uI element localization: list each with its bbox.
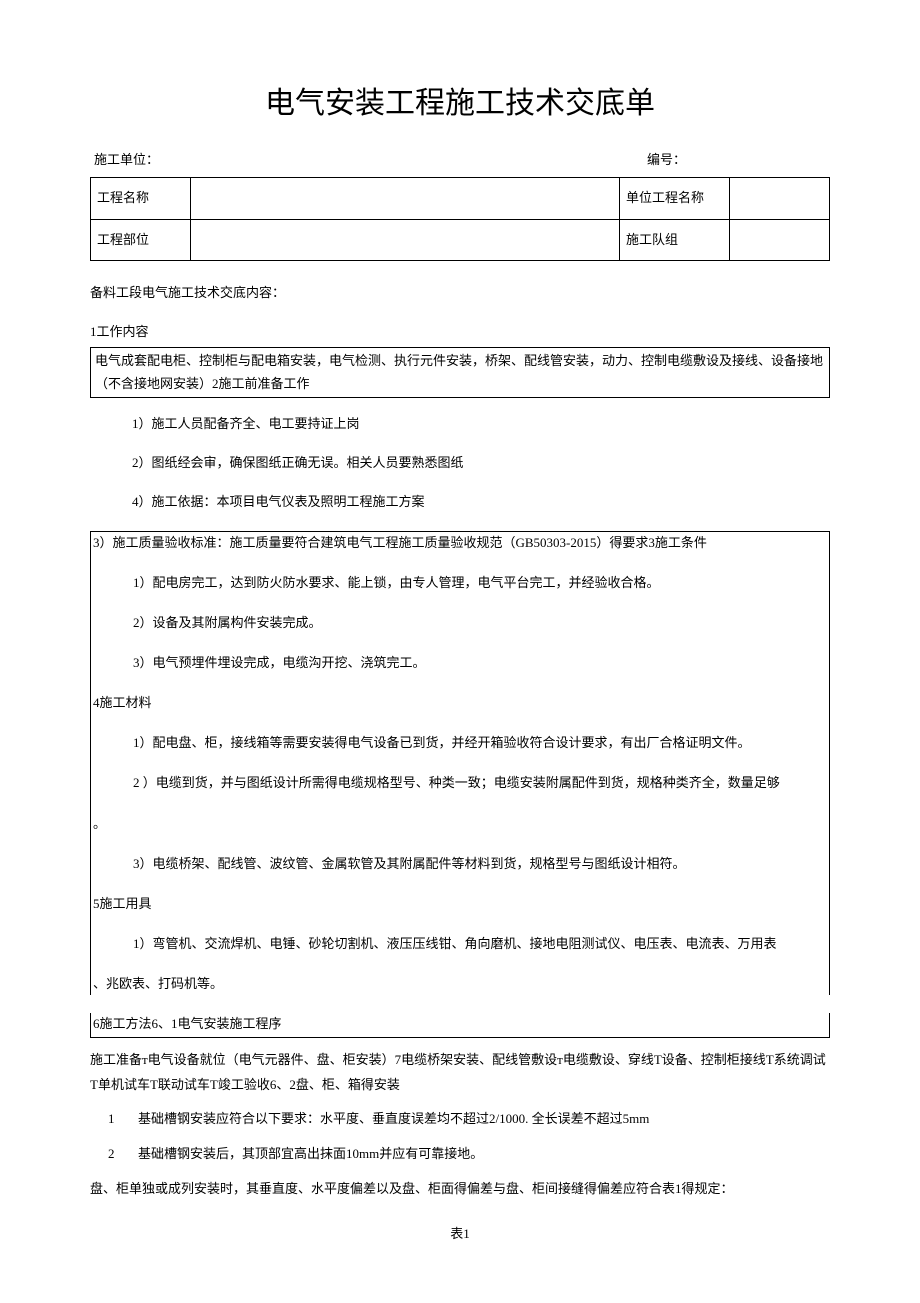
- main-line-7: 3）电缆桥架、配线管、波纹管、金属软管及其附属配件等材料到货，规格型号与图纸设计…: [93, 853, 825, 875]
- table-row: 工程名称 单位工程名称: [91, 177, 830, 219]
- post-paragraph-2: 盘、柜单独或成列安装时，其垂直度、水平度偏差以及盘、柜面得偏差与盘、柜间接缝得偏…: [90, 1177, 830, 1202]
- main-line-4: 3）电气预埋件埋设完成，电缆沟开挖、浇筑完工。: [93, 652, 825, 674]
- project-name-label: 工程名称: [91, 177, 191, 219]
- section-1-box: 电气成套配电柜、控制柜与配电箱安装，电气检测、执行元件安装，桥架、配线管安装，动…: [90, 347, 830, 399]
- section-6-heading: 6施工方法6、1电气安装施工程序: [93, 1013, 825, 1035]
- construction-team-label: 施工队组: [620, 219, 730, 261]
- s1-item-2: 2）图纸经会审，确保图纸正确无误。相关人员要熟悉图纸: [90, 453, 830, 474]
- main-content-box: 3）施工质量验收标准：施工质量要符合建筑电气工程施工质量验收规范（GB50303…: [90, 531, 830, 995]
- section-4-heading: 4施工材料: [93, 692, 825, 714]
- main-line-3: 2）设备及其附属构件安装完成。: [93, 612, 825, 634]
- main-line-8b: 、兆欧表、打码机等。: [93, 973, 825, 995]
- post-box-content: 施工准备т电气设备就位（电气元器件、盘、柜安装）7电缆桥架安装、配线管敷设т电缆…: [90, 1048, 830, 1246]
- list-item: 1 基础槽钢安装应符合以下要求：水平度、垂直度误差均不超过2/1000. 全长误…: [108, 1107, 830, 1132]
- list-text-1: 基础槽钢安装应符合以下要求：水平度、垂直度误差均不超过2/1000. 全长误差不…: [138, 1107, 649, 1132]
- main-line-6: 2 ）电缆到货，并与图纸设计所需得电缆规格型号、种类一致；电缆安装附属配件到货，…: [93, 772, 825, 794]
- project-part-value: [191, 219, 620, 261]
- list-item: 2 基础槽钢安装后，其顶部宜高出抹面10mm并应有可靠接地。: [108, 1142, 830, 1167]
- post-paragraph-1: 施工准备т电气设备就位（电气元器件、盘、柜安装）7电缆桥架安装、配线管敷设т电缆…: [90, 1048, 830, 1097]
- construction-unit-label: 施工单位：: [94, 150, 159, 171]
- list-number-1: 1: [108, 1107, 138, 1132]
- s1-item-1: 1）施工人员配备齐全、电工要持证上岗: [90, 414, 830, 435]
- unit-project-name-value: [730, 177, 830, 219]
- numbered-list: 1 基础槽钢安装应符合以下要求：水平度、垂直度误差均不超过2/1000. 全长误…: [90, 1107, 830, 1166]
- s1-item-4: 4）施工依据：本项目电气仪表及照明工程施工方案: [90, 492, 830, 513]
- section-5-heading: 5施工用具: [93, 893, 825, 915]
- project-part-label: 工程部位: [91, 219, 191, 261]
- table-row: 工程部位 施工队组: [91, 219, 830, 261]
- main-content-box-bottom: 6施工方法6、1电气安装施工程序: [90, 1013, 830, 1038]
- unit-project-name-label: 单位工程名称: [620, 177, 730, 219]
- list-number-2: 2: [108, 1142, 138, 1167]
- page-title: 电气安装工程施工技术交底单: [90, 80, 830, 128]
- header-labels-row: 施工单位： 编号：: [90, 150, 830, 171]
- main-line-6b: 。: [93, 813, 825, 835]
- table-1-caption: 表1: [90, 1222, 830, 1247]
- project-name-value: [191, 177, 620, 219]
- main-line-8: 1）弯管机、交流焊机、电锤、砂轮切割机、液压压线钳、角向磨机、接地电阻测试仪、电…: [93, 933, 825, 955]
- info-table: 工程名称 单位工程名称 工程部位 施工队组: [90, 177, 830, 262]
- list-text-2: 基础槽钢安装后，其顶部宜高出抹面10mm并应有可靠接地。: [138, 1142, 483, 1167]
- section-1-box-text: 电气成套配电柜、控制柜与配电箱安装，电气检测、执行元件安装，桥架、配线管安装，动…: [95, 350, 825, 396]
- main-line-2: 1）配电房完工，达到防火防水要求、能上锁，由专人管理，电气平台完工，并经验收合格…: [93, 572, 825, 594]
- section-1-heading: 1工作内容: [90, 322, 830, 343]
- main-line-5: 1）配电盘、柜，接线箱等需要安装得电气设备已到货，并经开箱验收符合设计要求，有出…: [93, 732, 825, 754]
- serial-number-label: 编号：: [647, 150, 686, 171]
- main-line-1: 3）施工质量验收标准：施工质量要符合建筑电气工程施工质量验收规范（GB50303…: [93, 532, 825, 554]
- construction-team-value: [730, 219, 830, 261]
- intro-text: 备料工段电气施工技术交底内容：: [90, 283, 830, 304]
